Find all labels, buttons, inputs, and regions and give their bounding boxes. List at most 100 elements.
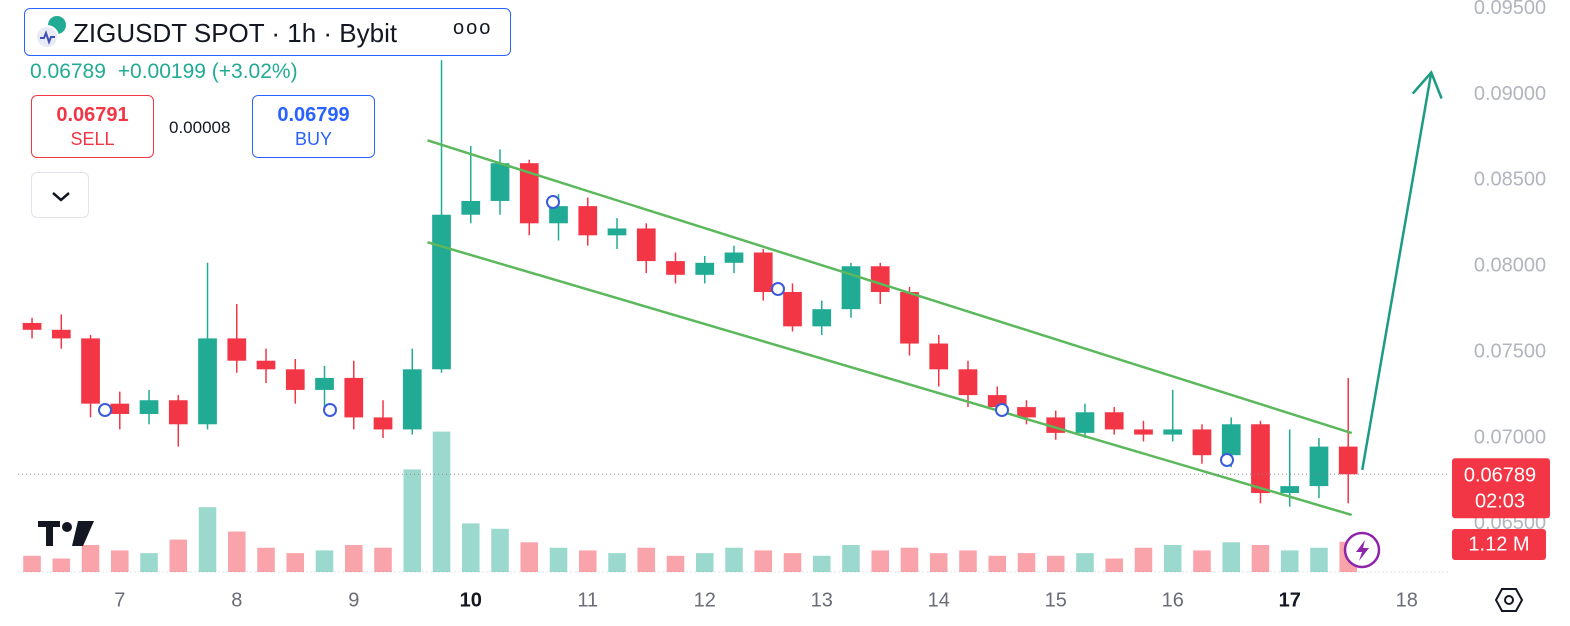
volume-bar — [725, 547, 743, 572]
candle-body — [1221, 424, 1241, 456]
candle-body — [1280, 486, 1300, 493]
volume-bar — [637, 547, 656, 572]
buy-price: 0.06799 — [277, 104, 350, 126]
y-tick-label: 0.08000 — [1474, 255, 1546, 277]
x-tick-label: 10 — [460, 589, 482, 611]
volume-bar — [23, 555, 41, 572]
y-tick-label: 0.08500 — [1474, 169, 1546, 191]
volume-bar — [140, 553, 158, 572]
volume-bar — [871, 550, 890, 572]
candle-body — [636, 228, 656, 262]
x-tick-label: 17 — [1279, 589, 1301, 611]
volume-bar — [1222, 542, 1240, 572]
volume-bar — [403, 469, 422, 572]
volume-bar — [783, 553, 802, 572]
volume-bar — [491, 528, 509, 572]
x-tick-label: 8 — [231, 589, 242, 611]
candle-body — [315, 377, 334, 390]
x-tick-label: 18 — [1396, 589, 1418, 611]
volume-bar — [286, 553, 305, 572]
price-tag-label: 0.06789 — [1464, 465, 1536, 487]
lightning-button[interactable] — [1343, 531, 1381, 569]
candle-body — [198, 338, 217, 425]
volume-bar — [549, 547, 568, 572]
volume-bar — [374, 547, 392, 572]
event-marker[interactable] — [771, 282, 785, 296]
last-price: 0.06789 — [30, 60, 106, 83]
event-markers — [98, 195, 1234, 467]
candle-body — [578, 206, 598, 236]
price-tag — [1452, 458, 1550, 519]
volume-bar — [812, 555, 831, 572]
volume-tag-label: 1.12 M — [1468, 533, 1529, 555]
price-line: 0.06789 +0.00199 (+3.02%) — [30, 60, 298, 84]
event-marker[interactable] — [546, 195, 560, 209]
volume-bar — [461, 523, 480, 572]
volume-bar — [111, 550, 129, 572]
symbol-box[interactable]: ZIGUSDT SPOT · 1h · Bybit ooo — [24, 8, 511, 56]
volume-bar — [1163, 545, 1182, 572]
candle-body — [402, 369, 422, 430]
x-tick-label: 7 — [114, 589, 125, 611]
candle-body — [227, 338, 247, 361]
tv-logo — [38, 521, 94, 546]
volume-bar — [754, 550, 773, 572]
candle-body — [139, 400, 159, 414]
volume-bar — [1134, 547, 1153, 572]
x-tick-label: 15 — [1045, 589, 1067, 611]
more-button[interactable]: ooo — [453, 17, 493, 39]
volume-tag — [1452, 529, 1546, 560]
volume-bar — [1076, 553, 1094, 572]
candle-body — [549, 206, 568, 224]
candle-body — [1134, 429, 1153, 435]
volume-bar — [1105, 558, 1124, 572]
candle-body — [1163, 429, 1183, 435]
candle-body — [461, 200, 481, 215]
x-tick-label: 16 — [1162, 589, 1184, 611]
logo — [35, 16, 66, 49]
collapse-button[interactable] — [31, 172, 89, 218]
symbol-title: ZIGUSDT SPOT · 1h · Bybit — [73, 18, 398, 48]
volume-bar — [988, 555, 1007, 572]
volume-bar — [344, 545, 363, 572]
candle-body — [519, 163, 539, 224]
candle-body — [1104, 412, 1124, 430]
spread: 0.00008 — [169, 118, 231, 137]
candle-body — [1017, 407, 1036, 418]
event-marker[interactable] — [995, 403, 1009, 417]
candle-body — [666, 261, 685, 275]
candle-body — [168, 400, 188, 425]
candle-body — [110, 403, 130, 414]
volume-bar — [900, 547, 919, 572]
volume-bar — [1310, 547, 1328, 572]
event-marker[interactable] — [323, 403, 337, 417]
candle-body — [1251, 424, 1270, 493]
event-marker[interactable] — [1220, 453, 1234, 467]
x-tick-label: 11 — [577, 589, 598, 611]
buy-button[interactable]: 0.06799 BUY — [252, 95, 375, 158]
settings-icon[interactable] — [1494, 588, 1524, 612]
sell-button[interactable]: 0.06791 SELL — [31, 95, 154, 158]
x-tick-label: 12 — [694, 589, 716, 611]
candle-body — [256, 360, 276, 370]
x-tick-label: 9 — [348, 589, 359, 611]
candle-body — [753, 252, 773, 293]
volume-bar — [608, 553, 626, 572]
trend-line — [427, 139, 1353, 435]
y-tick-label: 0.09000 — [1474, 83, 1546, 105]
volume-bar — [1251, 545, 1270, 572]
volume-bar — [1046, 555, 1065, 572]
event-marker[interactable] — [98, 403, 112, 417]
trend-line — [427, 240, 1353, 517]
volume-bar — [228, 531, 246, 572]
y-tick-label: 0.09500 — [1474, 0, 1546, 19]
volume-bar — [81, 545, 100, 572]
candle-body — [1075, 412, 1095, 433]
volume-bar — [959, 550, 977, 572]
candle-body — [51, 329, 71, 339]
volume-bar — [520, 542, 539, 572]
candle-body — [724, 252, 744, 263]
volume-bar — [198, 507, 217, 572]
candle-body — [373, 417, 393, 430]
sell-label: SELL — [70, 129, 115, 149]
